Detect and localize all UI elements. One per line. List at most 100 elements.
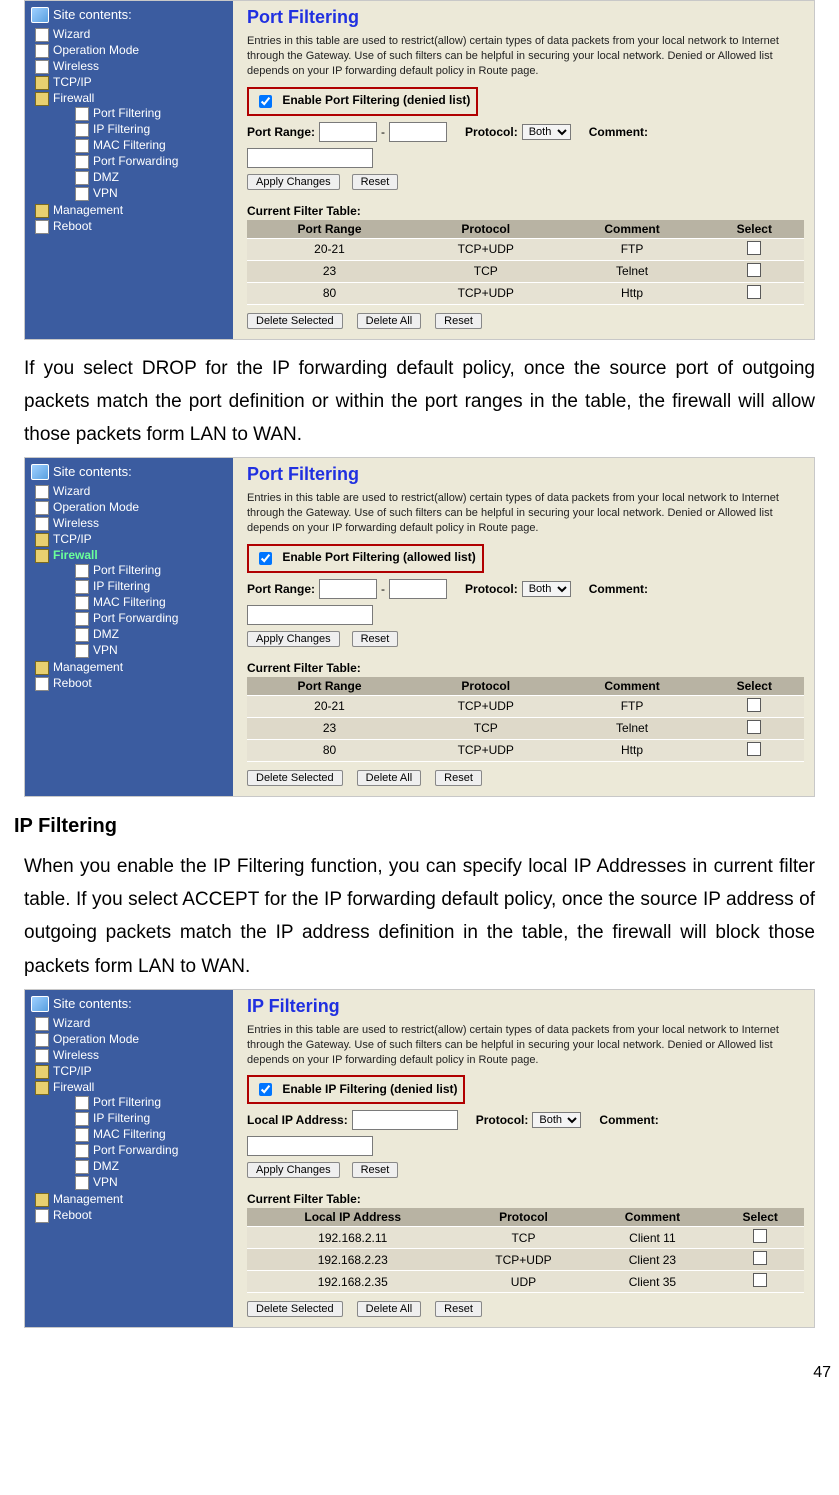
nav-item[interactable]: Reboot: [29, 218, 229, 234]
enable-label: Enable Port Filtering (allowed list): [282, 550, 475, 564]
delete-selected-button[interactable]: Delete Selected: [247, 1301, 343, 1317]
nav-subitem[interactable]: DMZ: [69, 1158, 229, 1174]
screenshot-ip-filtering: Site contents: Wizard Operation Mode Wir…: [24, 989, 815, 1329]
nav-subitem[interactable]: VPN: [69, 642, 229, 658]
row-checkbox[interactable]: [747, 241, 761, 255]
nav-folder[interactable]: TCP/IP: [29, 74, 229, 90]
delete-all-button[interactable]: Delete All: [357, 1301, 421, 1317]
nav-subitem[interactable]: VPN: [69, 185, 229, 201]
nav-item[interactable]: Operation Mode: [29, 42, 229, 58]
row-checkbox[interactable]: [753, 1229, 767, 1243]
nav-subitem[interactable]: MAC Filtering: [69, 1126, 229, 1142]
nav-item[interactable]: Wireless: [29, 515, 229, 531]
enable-ip-filtering-box: Enable IP Filtering (denied list): [247, 1075, 465, 1104]
nav-subitem[interactable]: DMZ: [69, 169, 229, 185]
enable-port-filtering-box: Enable Port Filtering (allowed list): [247, 544, 484, 573]
port-range-from[interactable]: [319, 122, 377, 142]
nav-item[interactable]: Reboot: [29, 675, 229, 691]
delete-selected-button[interactable]: Delete Selected: [247, 313, 343, 329]
reset-button[interactable]: Reset: [352, 174, 399, 190]
local-ip-input[interactable]: [352, 1110, 458, 1130]
port-range-to[interactable]: [389, 579, 447, 599]
delete-selected-button[interactable]: Delete Selected: [247, 770, 343, 786]
comment-label: Comment:: [589, 125, 648, 139]
reset-button[interactable]: Reset: [352, 1162, 399, 1178]
form-row: Port Range: - Protocol: Both Comment:: [247, 122, 804, 142]
nav-item[interactable]: Operation Mode: [29, 499, 229, 515]
row-checkbox[interactable]: [747, 698, 761, 712]
nav-subitem[interactable]: IP Filtering: [69, 578, 229, 594]
apply-changes-button[interactable]: Apply Changes: [247, 174, 340, 190]
reset-table-button[interactable]: Reset: [435, 770, 482, 786]
apply-changes-button[interactable]: Apply Changes: [247, 1162, 340, 1178]
reset-table-button[interactable]: Reset: [435, 1301, 482, 1317]
sidebar: Site contents: Wizard Operation Mode Wir…: [25, 458, 233, 796]
comment-input[interactable]: [247, 1136, 373, 1156]
comment-input[interactable]: [247, 148, 373, 168]
page-number: 47: [0, 1358, 839, 1388]
nav-item[interactable]: Wizard: [29, 26, 229, 42]
nav-item[interactable]: Wizard: [29, 1015, 229, 1031]
comment-input[interactable]: [247, 605, 373, 625]
protocol-label: Protocol:: [465, 582, 518, 596]
th: Select: [705, 220, 804, 239]
port-range-from[interactable]: [319, 579, 377, 599]
table-row: 23TCPTelnet: [247, 260, 804, 282]
nav-folder-firewall[interactable]: Firewall Port Filtering IP Filtering MAC…: [29, 1079, 229, 1191]
row-checkbox[interactable]: [753, 1251, 767, 1265]
enable-port-filtering-box: Enable Port Filtering (denied list): [247, 87, 478, 116]
nav-subitem[interactable]: MAC Filtering: [69, 137, 229, 153]
nav-folder[interactable]: Management: [29, 659, 229, 675]
nav-subitem[interactable]: IP Filtering: [69, 1110, 229, 1126]
row-checkbox[interactable]: [753, 1273, 767, 1287]
paragraph: When you enable the IP Filtering functio…: [24, 850, 815, 983]
nav-subitem[interactable]: Port Filtering: [69, 562, 229, 578]
nav-subitem[interactable]: VPN: [69, 1174, 229, 1190]
row-checkbox[interactable]: [747, 720, 761, 734]
nav-folder-firewall[interactable]: Firewall Port Filtering IP Filtering MAC…: [29, 547, 229, 659]
protocol-select[interactable]: Both: [522, 581, 571, 597]
protocol-select[interactable]: Both: [532, 1112, 581, 1128]
panel-title: Port Filtering: [247, 464, 804, 485]
nav-subitem[interactable]: Port Filtering: [69, 105, 229, 121]
nav-subitem[interactable]: Port Forwarding: [69, 153, 229, 169]
enable-checkbox[interactable]: [259, 1083, 272, 1096]
reset-table-button[interactable]: Reset: [435, 313, 482, 329]
reset-button[interactable]: Reset: [352, 631, 399, 647]
panel-description: Entries in this table are used to restri…: [247, 1023, 804, 1068]
delete-all-button[interactable]: Delete All: [357, 313, 421, 329]
nav-folder[interactable]: Management: [29, 1191, 229, 1207]
th: Protocol: [412, 220, 559, 239]
port-range-label: Port Range:: [247, 582, 315, 596]
nav-folder[interactable]: TCP/IP: [29, 531, 229, 547]
nav-item[interactable]: Wireless: [29, 58, 229, 74]
nav-subitem[interactable]: IP Filtering: [69, 121, 229, 137]
nav-subitem[interactable]: MAC Filtering: [69, 594, 229, 610]
panel-title: Port Filtering: [247, 7, 804, 28]
nav-item[interactable]: Reboot: [29, 1207, 229, 1223]
nav-subitem[interactable]: DMZ: [69, 626, 229, 642]
port-range-to[interactable]: [389, 122, 447, 142]
nav-folder-firewall[interactable]: Firewall Port Filtering IP Filtering MAC…: [29, 90, 229, 202]
nav-item[interactable]: Wizard: [29, 483, 229, 499]
nav-subitem[interactable]: Port Forwarding: [69, 610, 229, 626]
section-heading: IP Filtering: [14, 815, 815, 838]
filter-table-title: Current Filter Table:: [247, 661, 804, 675]
row-checkbox[interactable]: [747, 742, 761, 756]
nav-folder[interactable]: TCP/IP: [29, 1063, 229, 1079]
row-checkbox[interactable]: [747, 285, 761, 299]
row-checkbox[interactable]: [747, 263, 761, 277]
enable-checkbox[interactable]: [259, 552, 272, 565]
enable-checkbox[interactable]: [259, 95, 272, 108]
nav-subitem[interactable]: Port Forwarding: [69, 1142, 229, 1158]
panel-description: Entries in this table are used to restri…: [247, 34, 804, 79]
nav-item[interactable]: Operation Mode: [29, 1031, 229, 1047]
delete-all-button[interactable]: Delete All: [357, 770, 421, 786]
protocol-select[interactable]: Both: [522, 124, 571, 140]
nav-subitem[interactable]: Port Filtering: [69, 1094, 229, 1110]
nav-folder[interactable]: Management: [29, 202, 229, 218]
nav-item[interactable]: Wireless: [29, 1047, 229, 1063]
table-row: 80TCP+UDPHttp: [247, 282, 804, 304]
sidebar-title: Site contents:: [29, 7, 229, 22]
apply-changes-button[interactable]: Apply Changes: [247, 631, 340, 647]
